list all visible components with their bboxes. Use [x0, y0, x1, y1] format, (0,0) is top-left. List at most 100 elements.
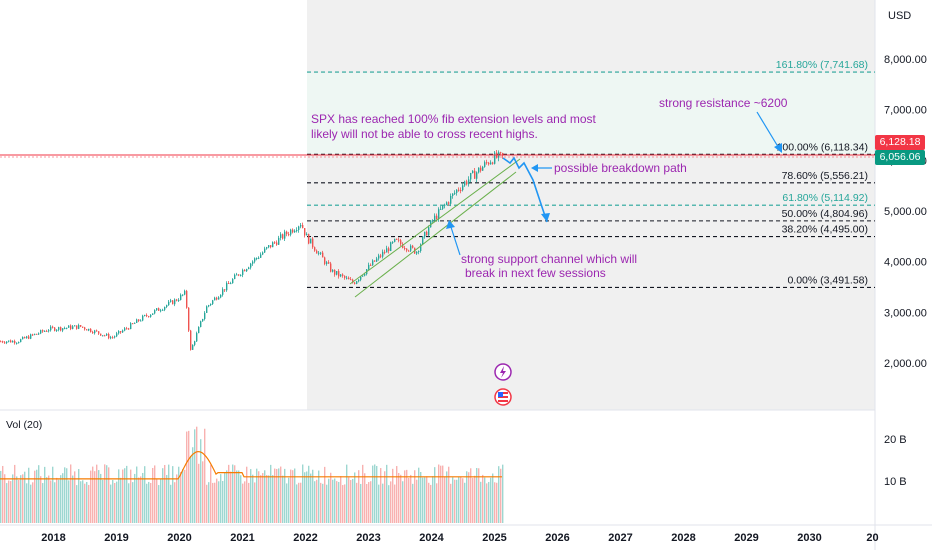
candle-body [178, 299, 180, 301]
volume-bar [464, 482, 466, 523]
year-tick-label: 2024 [419, 532, 444, 544]
candle-body [40, 330, 42, 334]
candle-body [142, 315, 144, 321]
candle-body [392, 241, 394, 243]
candle-body [176, 299, 178, 301]
candle-body [500, 152, 502, 154]
candle-body [368, 264, 370, 270]
candle-body [486, 162, 488, 164]
candle-body [328, 262, 330, 264]
volume-bar [78, 469, 80, 523]
candle-body [248, 267, 250, 270]
year-tick-label: 2021 [230, 532, 254, 544]
candle-body [458, 189, 460, 191]
volume-bar [320, 482, 322, 523]
candle-body [150, 314, 152, 317]
volume-bar [384, 471, 386, 523]
volume-bar [326, 484, 328, 523]
candle-body [280, 234, 282, 238]
fib-extension-shade [307, 73, 875, 155]
volume-bar [6, 483, 8, 523]
candle-body [116, 333, 118, 337]
volume-bar [4, 474, 6, 523]
volume-moving-average [0, 450, 502, 480]
volume-bar [28, 467, 30, 523]
candle-body [340, 274, 342, 277]
us-flag-icon[interactable] [494, 388, 512, 406]
volume-bar [404, 470, 406, 523]
breakdown-path [502, 156, 548, 223]
volume-bar [110, 484, 112, 523]
volume-bar [176, 474, 178, 523]
resistance-annotation: strong resistance ~6200 [659, 96, 788, 110]
volume-bar [118, 469, 120, 523]
candle-body [334, 269, 336, 275]
candle-body [308, 234, 310, 244]
candle-body [292, 229, 294, 233]
volume-bar [52, 466, 54, 523]
candle-body [398, 239, 400, 241]
year-tick-label: 2022 [293, 532, 317, 544]
volume-bar [50, 480, 52, 523]
volume-bar [430, 484, 432, 523]
candle-body [0, 341, 2, 343]
candle-body [302, 225, 304, 229]
volume-bar [180, 471, 182, 523]
lightning-icon[interactable] [494, 363, 512, 381]
volume-bar [124, 468, 126, 523]
volume-bar [154, 465, 156, 523]
candle-body [72, 326, 74, 329]
volume-bar [460, 476, 462, 523]
candle-body [144, 315, 146, 317]
volume-bar [190, 455, 192, 523]
candle-body [58, 327, 60, 330]
candle-body [128, 328, 130, 330]
volume-bar [266, 475, 268, 523]
support-annotation-line-2: break in next few sessions [465, 266, 606, 280]
candle-body [154, 310, 156, 314]
volume-bar [292, 470, 294, 523]
candle-body [100, 333, 102, 336]
volume-bar [112, 480, 114, 523]
candle-body [482, 166, 484, 171]
volume-bar [256, 468, 258, 523]
year-tick-label: 2019 [104, 532, 128, 544]
volume-bar [314, 481, 316, 523]
candle-body [494, 152, 496, 164]
volume-bar [270, 464, 272, 523]
volume-bar [126, 465, 128, 523]
volume-bar [456, 479, 458, 523]
candle-body [300, 225, 302, 227]
candle-body [502, 153, 504, 156]
candle-body [132, 323, 134, 325]
volume-bar [342, 485, 344, 523]
volume-bar [472, 477, 474, 523]
volume-bar [336, 481, 338, 523]
volume-bar [48, 475, 50, 523]
candle-body [96, 330, 98, 332]
volume-bar [232, 464, 234, 523]
volume-bar [432, 476, 434, 523]
volume-bar [400, 474, 402, 523]
candle-body [318, 252, 320, 254]
volume-bar [502, 464, 504, 523]
volume-bar [192, 447, 194, 523]
fib-level-label: 61.80% (5,114.92) [782, 192, 868, 204]
volume-bar [262, 473, 264, 523]
candle-body [456, 189, 458, 193]
volume-bar [324, 466, 326, 523]
candle-body [474, 170, 476, 179]
candle-body [156, 308, 158, 311]
candle-body [174, 299, 176, 305]
candle-body [196, 333, 198, 342]
volume-bar [466, 471, 468, 523]
volume-bar [420, 472, 422, 523]
candle-body [332, 269, 334, 272]
volume-bar [132, 482, 134, 523]
candle-body [218, 297, 220, 300]
candle-body [374, 260, 376, 262]
volume-bar [200, 439, 202, 523]
candle-body [46, 330, 48, 332]
candle-body [290, 229, 292, 235]
